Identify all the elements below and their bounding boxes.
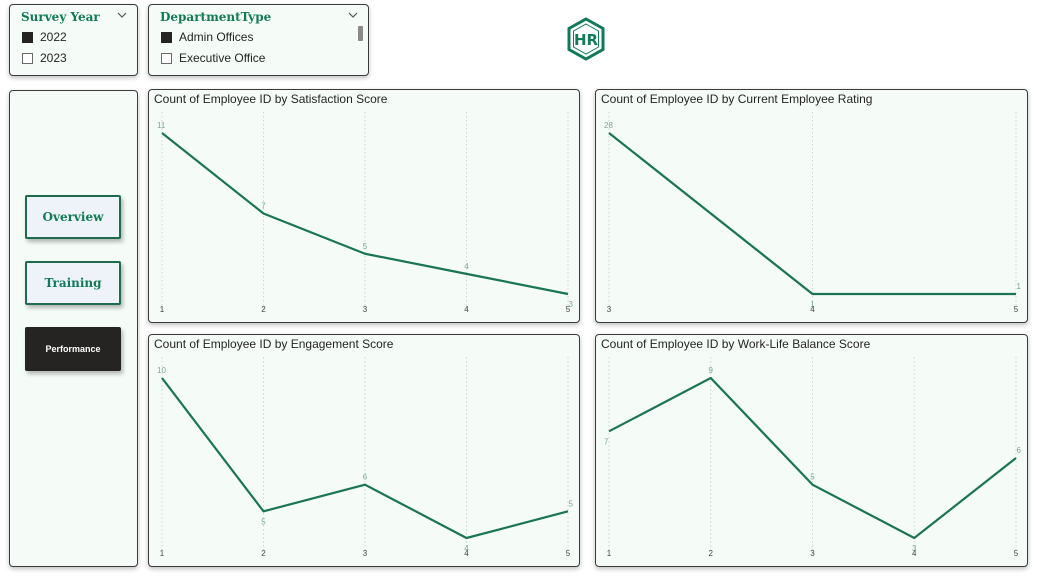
department-type-slicer-title: DepartmentType [160,10,272,24]
data-label: 3 [569,300,574,309]
chevron-down-icon[interactable] [347,9,359,21]
data-point[interactable] [810,291,816,297]
work-life-balance-chart: Count of Employee ID by Work-Life Balanc… [595,334,1028,567]
survey-year-option-label: 2023 [40,51,67,65]
department-option-label: Executive Office [179,51,266,65]
x-tick-label: 5 [566,305,571,314]
x-tick-label: 3 [810,549,815,558]
chart-title: Count of Employee ID by Work-Life Balanc… [601,337,871,351]
data-point[interactable] [362,482,368,488]
data-point[interactable] [911,535,917,541]
x-tick-label: 3 [363,305,368,314]
x-tick-label: 4 [464,549,469,558]
data-label: 4 [464,544,469,553]
x-tick-label: 4 [810,305,815,314]
data-point[interactable] [159,375,165,381]
satisfaction-score-chart: Count of Employee ID by Satisfaction Sco… [148,89,580,323]
checkbox[interactable] [161,52,172,64]
x-tick-label: 2 [709,549,714,558]
x-tick-label: 1 [160,305,165,314]
x-tick-label: 5 [1014,305,1019,314]
checkbox[interactable] [161,31,172,43]
data-label: 6 [363,473,368,482]
x-tick-label: 5 [1014,549,1019,558]
data-label: 1 [810,300,815,309]
engagement-score-plot: 10 1 5 2 6 3 44 5 5 [157,357,574,558]
hr-logo-icon: HR [567,17,605,61]
performance-button[interactable]: Performance [25,327,121,371]
x-tick-label: 2 [261,549,266,558]
data-point[interactable] [464,535,470,541]
chart-title: Count of Employee ID by Current Employee… [601,92,873,106]
series-line[interactable] [608,132,1016,296]
data-label: 6 [1017,446,1022,455]
x-tick-label: 1 [160,549,165,558]
department-option-label: Admin Offices [179,30,254,44]
data-label: 11 [157,121,166,130]
data-label: 4 [464,262,469,271]
chart-title: Count of Employee ID by Engagement Score [154,337,394,351]
chart-title: Count of Employee ID by Satisfaction Sco… [154,92,388,106]
data-point[interactable] [565,508,571,514]
survey-year-option-2023[interactable]: 2023 [22,50,67,66]
department-type-slicer: DepartmentType Admin Offices Executive O… [148,4,369,76]
x-tick-label: 3 [363,549,368,558]
x-tick-label: 2 [261,305,266,314]
data-label: 1 [1017,282,1022,291]
data-point[interactable] [708,375,714,381]
x-tick-label: 3 [607,305,612,314]
checkbox[interactable] [22,52,33,64]
data-label: 28 [604,121,613,130]
data-point[interactable] [464,271,470,277]
data-label: 5 [810,473,815,482]
series-line[interactable] [161,132,569,296]
series-line[interactable] [161,377,569,540]
data-label: 9 [709,366,714,375]
survey-year-slicer-title: Survey Year [21,10,100,24]
data-point[interactable] [1013,455,1019,461]
logo-text: HR [574,31,599,49]
x-tick-label: 1 [607,549,612,558]
department-option-admin-offices[interactable]: Admin Offices [161,29,253,45]
data-label: 5 [363,242,368,251]
survey-year-option-label: 2022 [40,30,67,44]
data-point[interactable] [1013,291,1019,297]
survey-year-option-2022[interactable]: 2022 [22,29,67,45]
x-tick-label: 5 [566,549,571,558]
data-point[interactable] [159,130,165,136]
series-line[interactable] [608,376,1017,540]
training-button[interactable]: Training [25,261,121,305]
slicer-scrollbar[interactable] [358,26,363,41]
x-tick-label: 4 [464,305,469,314]
data-label: 7 [261,202,266,211]
overview-button[interactable]: Overview [25,195,121,239]
data-point[interactable] [810,482,816,488]
employee-rating-chart: Count of Employee ID by Current Employee… [595,89,1028,323]
data-point[interactable] [606,428,612,434]
data-point[interactable] [261,508,267,514]
data-label: 7 [604,437,609,446]
data-label: 3 [912,544,917,553]
navigation-panel: Overview Training Performance [9,90,138,567]
data-point[interactable] [261,211,267,217]
engagement-score-chart: Count of Employee ID by Engagement Score… [148,334,580,567]
data-point[interactable] [606,130,612,136]
data-label: 10 [157,366,166,375]
data-label: 5 [569,499,574,508]
data-point[interactable] [362,251,368,257]
data-point[interactable] [565,291,571,297]
survey-year-slicer: Survey Year 2022 2023 [9,4,138,76]
chevron-down-icon[interactable] [116,9,128,21]
checkbox[interactable] [22,31,33,43]
department-option-executive-office[interactable]: Executive Office [161,50,265,66]
data-label: 5 [261,517,266,526]
x-tick-label: 4 [912,549,917,558]
